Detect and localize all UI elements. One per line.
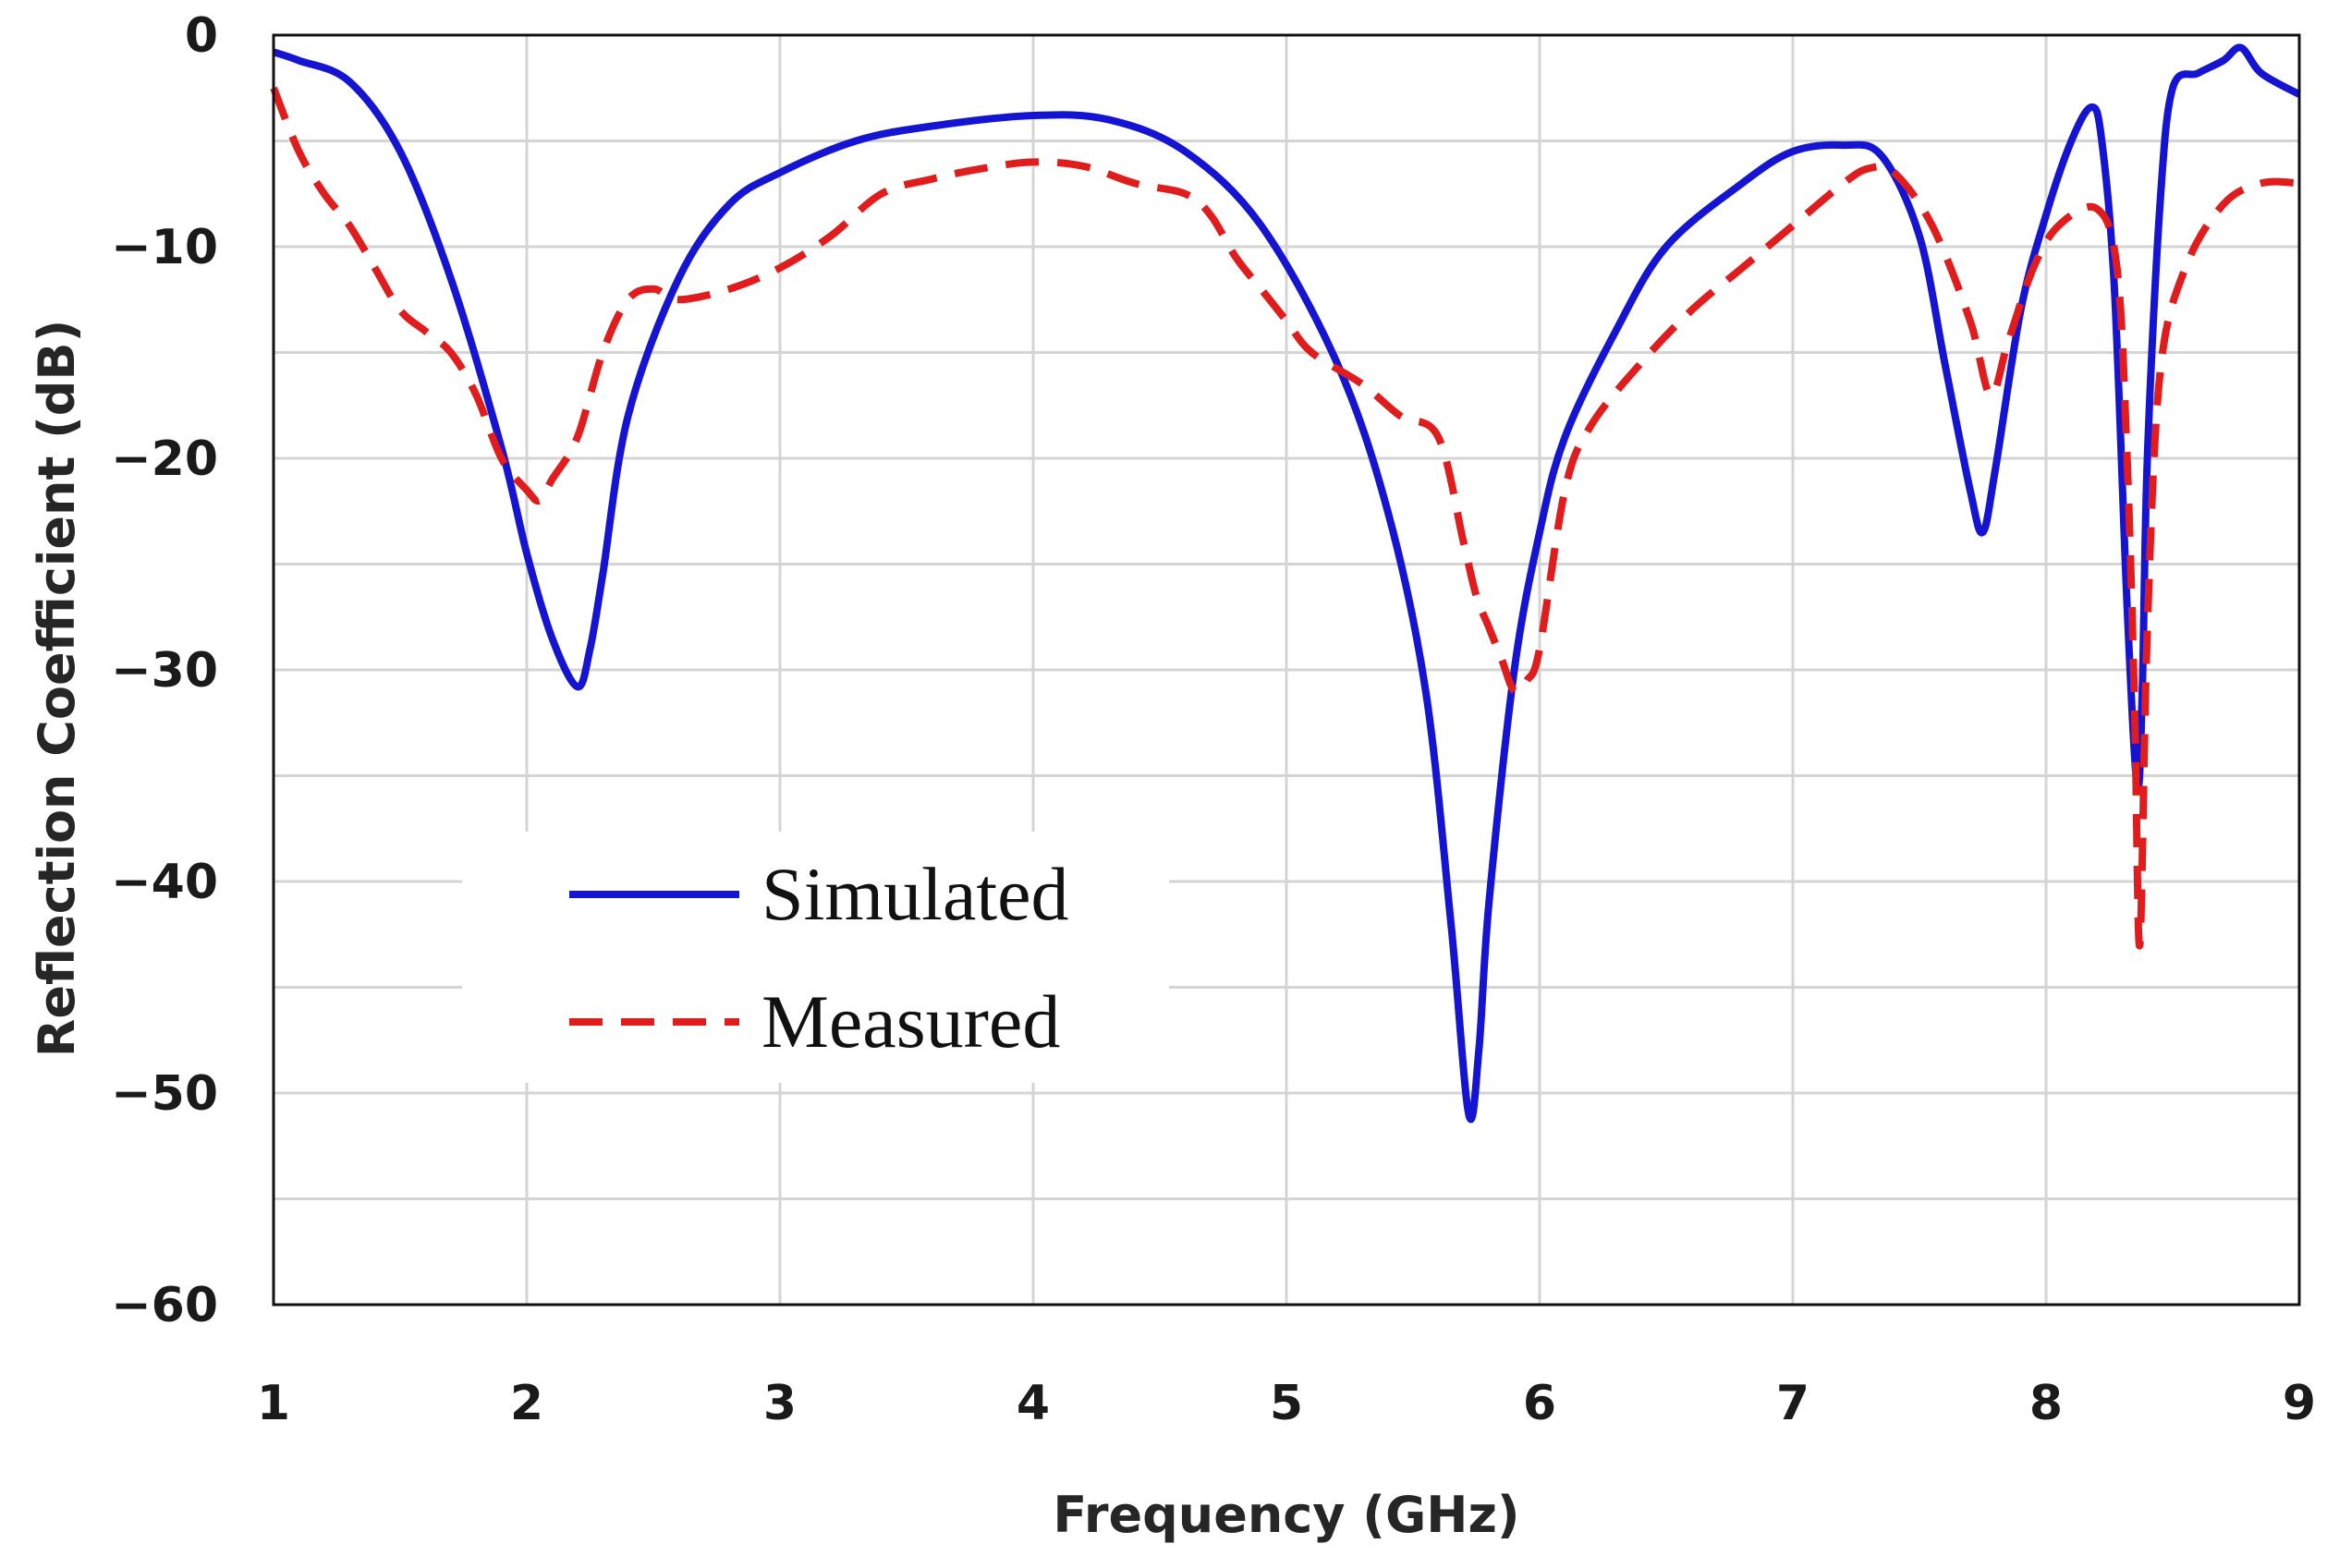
legend-simulated-label: Simulated: [761, 852, 1069, 936]
y-tick-label-neg50: −50: [111, 1066, 218, 1122]
x-tick-label-8: 8: [2029, 1376, 2063, 1431]
series-line-measured: [270, 86, 2300, 950]
y-tick-label-neg20: −20: [111, 432, 218, 487]
x-axis-title: Frequency (GHz): [1053, 1486, 1519, 1544]
x-axis-tick-labels: 1 2 3 4 5 6 7 8 9: [257, 1376, 2316, 1431]
y-tick-label-neg40: −40: [111, 855, 218, 910]
y-tick-label-neg60: −60: [111, 1278, 218, 1333]
series-layer: [270, 43, 2301, 1124]
plot-area-frame: [272, 33, 2301, 1307]
y-axis-tick-labels: 0 −10 −20 −30 −40 −50 −60: [111, 8, 218, 1333]
legend: Simulated Measured: [462, 832, 1169, 1083]
y-tick-label-neg30: −30: [111, 643, 218, 699]
x-tick-label-6: 6: [1523, 1376, 1556, 1431]
x-tick-label-9: 9: [2283, 1376, 2316, 1431]
x-tick-label-3: 3: [763, 1376, 797, 1431]
legend-measured-label: Measured: [761, 979, 1060, 1064]
x-tick-label-5: 5: [1270, 1376, 1303, 1431]
legend-background: [462, 832, 1169, 1083]
y-tick-label-0: 0: [185, 8, 218, 64]
series-line-simulated: [272, 43, 2301, 1124]
y-tick-label-neg10: −10: [111, 220, 218, 275]
x-tick-label-1: 1: [257, 1376, 290, 1431]
y-axis-title: Reflection Coefficient (dB): [28, 320, 86, 1057]
x-tick-label-2: 2: [510, 1376, 543, 1431]
x-tick-label-7: 7: [1776, 1376, 1809, 1431]
x-tick-label-4: 4: [1017, 1376, 1050, 1431]
